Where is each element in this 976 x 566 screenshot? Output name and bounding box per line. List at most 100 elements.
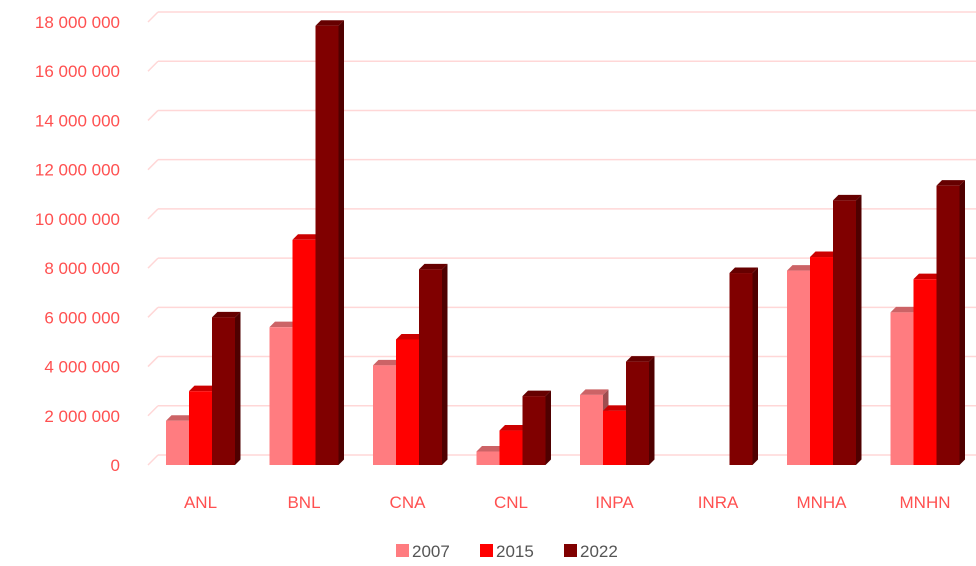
bar-top — [373, 359, 402, 366]
bar-top — [626, 356, 655, 362]
bar-top — [810, 251, 839, 258]
y-tick-label: 12 000 000 — [35, 161, 120, 180]
bar — [936, 180, 965, 466]
bar-top — [315, 20, 344, 26]
y-tick-label: 10 000 000 — [35, 210, 120, 229]
bar-front — [373, 365, 396, 465]
bar-top — [787, 265, 816, 271]
bar-top — [269, 321, 298, 328]
bar-top — [419, 263, 448, 270]
bars — [166, 20, 965, 466]
bar-top — [913, 273, 942, 280]
legend-label: 2007 — [412, 542, 450, 561]
bar-front — [936, 185, 960, 466]
bar-front — [522, 396, 546, 465]
bar-side — [442, 263, 448, 465]
bar-top — [212, 311, 241, 318]
bar-top — [729, 267, 758, 274]
x-tick-label: BNL — [287, 493, 320, 512]
x-tick-label: ANL — [184, 493, 217, 512]
gridline-slant — [147, 159, 159, 171]
bar-front — [626, 361, 649, 465]
legend-item: 2015 — [480, 542, 534, 561]
bar-front — [499, 430, 523, 465]
y-tick-label: 2 000 000 — [44, 407, 120, 426]
x-tick-label: CNA — [390, 493, 427, 512]
y-tick-label: 6 000 000 — [44, 308, 120, 327]
y-tick-label: 14 000 000 — [35, 111, 120, 130]
y-axis: 0 2 000 000 4 000 000 6 000 000 8 000 000 10 … — [35, 13, 120, 475]
bar-top — [189, 385, 218, 392]
legend-swatch — [564, 544, 577, 557]
gridline-slant — [147, 60, 159, 72]
bar-top — [166, 415, 195, 421]
bar-top — [936, 180, 965, 186]
bar-top — [396, 333, 425, 340]
gridline-slant — [147, 11, 159, 23]
legend-item: 2007 — [396, 542, 450, 561]
bar-side — [545, 390, 551, 465]
bar-front — [476, 451, 500, 465]
bar-front — [292, 239, 316, 465]
x-tick-label: CNL — [494, 493, 528, 512]
bar-side — [752, 267, 758, 465]
gridline-slant — [147, 454, 159, 466]
legend-item: 2022 — [564, 542, 618, 561]
bar-side — [235, 311, 241, 465]
y-tick-label: 8 000 000 — [44, 259, 120, 278]
legend: 2007 2015 2022 — [396, 542, 618, 561]
x-tick-label: MNHN — [900, 493, 951, 512]
bar-front — [419, 269, 442, 465]
bar — [626, 356, 655, 465]
bar-side — [338, 20, 344, 465]
bar-top — [833, 194, 862, 201]
y-tick-label: 4 000 000 — [44, 358, 120, 377]
y-tick-label: 16 000 000 — [35, 62, 120, 81]
gridline-slant — [147, 356, 159, 368]
legend-swatch — [396, 544, 409, 557]
bar-front — [787, 270, 810, 465]
bar-top — [580, 389, 609, 395]
legend-swatch — [480, 544, 493, 557]
gridline-slant — [147, 257, 159, 269]
x-tick-label: MNHA — [796, 493, 847, 512]
bar-front — [810, 257, 833, 465]
bar-front — [396, 339, 419, 465]
gridline-slant — [147, 306, 159, 318]
bar-front — [729, 273, 753, 465]
y-tick-label: 0 — [111, 456, 120, 475]
bar — [522, 390, 551, 465]
bar-side — [856, 194, 862, 466]
bar — [419, 263, 448, 465]
gridline-slant — [147, 208, 159, 220]
bar-front — [890, 312, 914, 465]
bar-front — [913, 279, 937, 465]
bar-side — [959, 180, 965, 466]
bar-front — [189, 391, 212, 465]
bar-side — [649, 356, 655, 465]
bar-front — [166, 420, 189, 465]
bar-front — [212, 317, 235, 465]
legend-label: 2015 — [496, 542, 534, 561]
gridline-slant — [147, 405, 159, 417]
bar — [729, 267, 758, 465]
y-tick-label: 18 000 000 — [35, 13, 120, 32]
x-tick-label: INPA — [595, 493, 634, 512]
bar-front — [580, 394, 603, 465]
bar-front — [315, 25, 339, 466]
bar-top — [292, 234, 321, 240]
bar-top — [499, 425, 528, 431]
bar-top — [603, 405, 632, 411]
bar-front — [269, 327, 293, 465]
bar-top — [522, 390, 551, 397]
bar — [212, 311, 241, 465]
bar — [315, 20, 344, 466]
x-tick-label: INRA — [698, 493, 739, 512]
bar-front — [833, 200, 856, 466]
bar — [833, 194, 862, 466]
legend-label: 2022 — [580, 542, 618, 561]
x-axis: ANL BNL CNA CNL INPA INRA MNHA MNHN — [184, 493, 951, 512]
bar-front — [603, 410, 626, 465]
bar-top — [890, 306, 919, 313]
